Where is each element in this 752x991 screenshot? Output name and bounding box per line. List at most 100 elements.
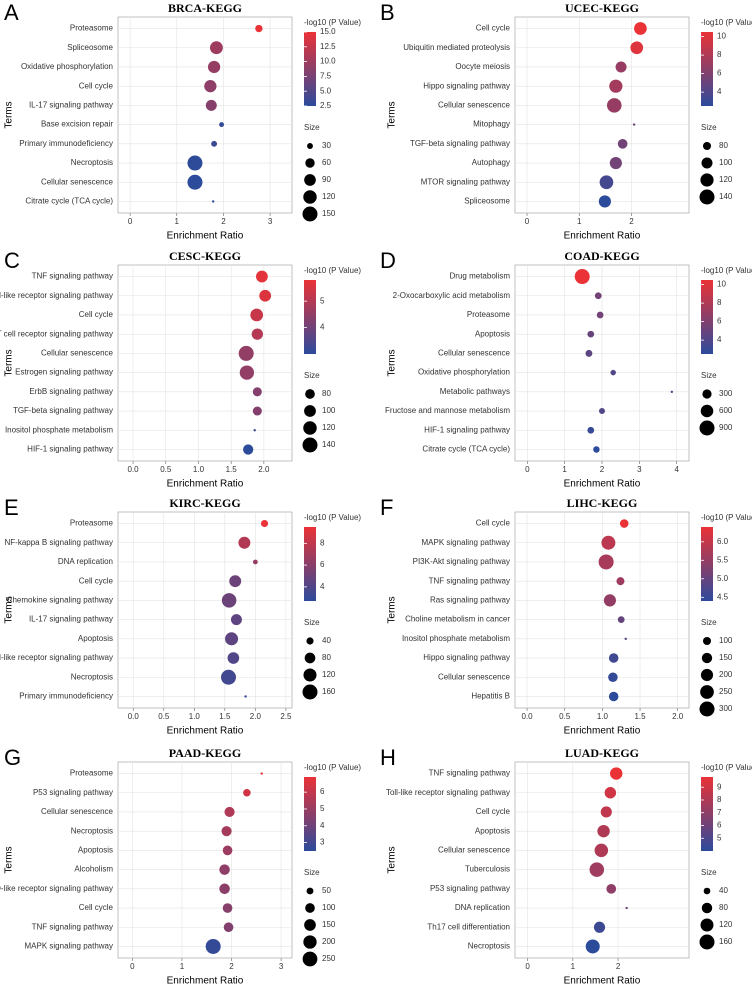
color-tick-label: 8 bbox=[717, 50, 722, 59]
chart-title: BRCA-KEGG bbox=[168, 1, 242, 15]
color-tick-label: 6 bbox=[320, 560, 325, 569]
y-tick-label: ErbB signaling pathway bbox=[29, 387, 113, 396]
y-tick-label: Oxidative phosphorylation bbox=[418, 368, 510, 377]
y-tick-label: Oxidative phosphorylation bbox=[21, 62, 113, 71]
y-axis-label: Terms bbox=[4, 349, 15, 376]
size-key-label: 200 bbox=[322, 937, 336, 946]
color-tick-label: 6.0 bbox=[717, 537, 729, 546]
bubble bbox=[222, 845, 233, 856]
color-tick-label: 8 bbox=[717, 298, 722, 307]
bubble bbox=[598, 408, 606, 415]
color-legend-title: -log10 (P Value) bbox=[701, 513, 752, 522]
y-tick-label: P53 signaling pathway bbox=[430, 884, 510, 893]
panel-letter: D bbox=[380, 248, 396, 273]
x-axis-label: Enrichment Ratio bbox=[167, 726, 244, 737]
bubble bbox=[630, 41, 644, 55]
x-tick-label: 0 bbox=[130, 962, 135, 971]
y-tick-label: Mitophagy bbox=[473, 120, 510, 129]
y-tick-label: Hippo signaling pathway bbox=[423, 81, 510, 90]
y-tick-label: Chemokine signaling pathway bbox=[7, 596, 113, 605]
y-tick-label: Cell cycle bbox=[79, 81, 114, 90]
bubble bbox=[211, 140, 218, 147]
y-tick-label: Autophagy bbox=[472, 158, 510, 167]
x-tick-label: 2 bbox=[600, 465, 605, 474]
x-axis-label: Enrichment Ratio bbox=[564, 479, 641, 490]
y-tick-label: Necroptosis bbox=[71, 158, 113, 167]
bubble bbox=[600, 806, 612, 818]
size-key-label: 140 bbox=[322, 440, 336, 449]
x-tick-label: 3 bbox=[637, 465, 642, 474]
x-tick-label: 1 bbox=[175, 217, 180, 226]
color-tick-label: 7.5 bbox=[320, 72, 332, 81]
size-key-label: 300 bbox=[719, 704, 733, 713]
bubble bbox=[604, 787, 617, 799]
color-legend-title: -log10 (P Value) bbox=[304, 266, 361, 275]
y-tick-label: Necroptosis bbox=[71, 826, 113, 835]
color-tick-label: 7 bbox=[717, 808, 722, 817]
size-legend-title: Size bbox=[304, 868, 320, 877]
panel-letter: H bbox=[380, 745, 396, 770]
x-tick-label: 1.5 bbox=[226, 465, 238, 474]
bubble bbox=[587, 330, 595, 338]
size-key-label: 100 bbox=[719, 636, 733, 645]
size-key-label: 200 bbox=[719, 670, 733, 679]
bubble bbox=[615, 61, 627, 73]
y-tick-label: Metabolic pathways bbox=[440, 387, 510, 396]
y-tick-label: Ras signaling pathway bbox=[430, 596, 510, 605]
bubble bbox=[227, 652, 240, 664]
panel: C CESC-KEGG 0.0 0.5 1.0 1.5 2.0 TNF signaling p… bbox=[0, 248, 361, 490]
chart-title: UCEC-KEGG bbox=[565, 1, 639, 15]
bubble bbox=[593, 921, 606, 933]
bubble bbox=[219, 864, 230, 875]
size-key bbox=[701, 902, 713, 914]
y-tick-label: Apoptosis bbox=[78, 634, 113, 643]
size-key bbox=[302, 206, 318, 222]
x-tick-label: 2.5 bbox=[280, 712, 292, 721]
y-tick-label: Th17 cell differentiation bbox=[427, 922, 510, 931]
size-key bbox=[702, 636, 712, 646]
color-tick-label: 4 bbox=[320, 323, 325, 332]
size-key-label: 160 bbox=[322, 687, 336, 696]
x-tick-label: 1.0 bbox=[597, 712, 609, 721]
x-tick-label: 0 bbox=[128, 217, 133, 226]
y-tick-label: Cellular senescence bbox=[41, 349, 114, 358]
bubble bbox=[187, 155, 203, 171]
bubble bbox=[211, 200, 215, 203]
color-tick-label: 3 bbox=[320, 838, 325, 847]
bubble bbox=[574, 269, 590, 285]
color-tick-label: 10.0 bbox=[320, 57, 336, 66]
bubble bbox=[230, 614, 242, 626]
color-tick-label: 4 bbox=[320, 821, 325, 830]
bubble bbox=[205, 99, 217, 111]
y-tick-label: NOD-like receptor signaling pathway bbox=[0, 884, 113, 893]
x-tick-label: 2.0 bbox=[250, 712, 262, 721]
size-key-label: 160 bbox=[719, 937, 733, 946]
bubble bbox=[252, 406, 262, 416]
y-tick-label: Drug metabolism bbox=[450, 272, 511, 281]
chart-title: COAD-KEGG bbox=[564, 249, 639, 263]
y-tick-label: Proteasome bbox=[467, 310, 511, 319]
color-tick-label: 6 bbox=[717, 821, 722, 830]
panel: G PAAD-KEGG 0 1 2 3 Proteasome P53 signaling pa… bbox=[0, 745, 361, 987]
chart-title: PAAD-KEGG bbox=[169, 746, 241, 760]
bubble bbox=[244, 695, 247, 698]
y-tick-label: Tuberculosis bbox=[465, 865, 510, 874]
x-tick-label: 1.5 bbox=[634, 712, 646, 721]
size-key bbox=[700, 918, 714, 932]
size-key bbox=[303, 190, 317, 204]
y-tick-label: Ubiquitin mediated proteolysis bbox=[403, 43, 510, 52]
y-axis-label: Terms bbox=[387, 101, 398, 128]
x-tick-label: 1 bbox=[562, 465, 567, 474]
size-key-label: 80 bbox=[719, 141, 728, 150]
size-key bbox=[700, 173, 714, 187]
y-tick-label: TGF-beta signaling pathway bbox=[410, 139, 510, 148]
color-legend-title: -log10 (P Value) bbox=[304, 763, 361, 772]
color-tick-label: 5.0 bbox=[717, 574, 729, 583]
size-key-label: 150 bbox=[322, 920, 336, 929]
panel: F LIHC-KEGG 0.0 0.5 1.0 1.5 2.0 Cell cycle MAPK … bbox=[380, 495, 752, 737]
color-tick-label: 5.5 bbox=[717, 555, 729, 564]
color-tick-label: 4 bbox=[320, 582, 325, 591]
color-bar bbox=[701, 527, 713, 601]
y-tick-label: Hippo signaling pathway bbox=[423, 653, 510, 662]
size-key bbox=[302, 684, 318, 700]
